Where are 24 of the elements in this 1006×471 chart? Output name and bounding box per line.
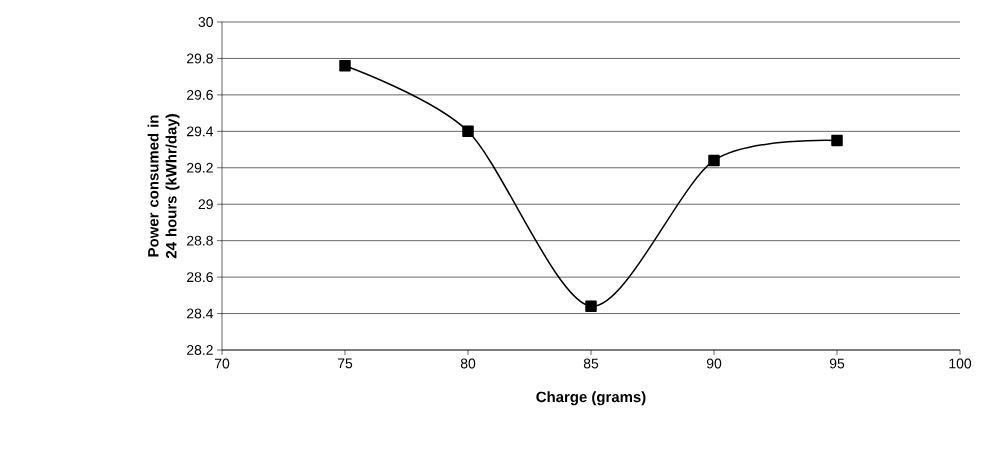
x-tick-label: 80 — [460, 358, 476, 369]
y-tick-label: 29.6 — [187, 89, 213, 100]
y-axis-title: Power consumed in 24 hours (kWhr/day) — [147, 114, 180, 259]
y-tick-label: 28.4 — [187, 308, 214, 319]
x-tick-label: 85 — [583, 358, 599, 369]
point — [708, 154, 720, 167]
y-tick-label: 28.6 — [187, 272, 213, 283]
y-tick-label: 29.8 — [187, 53, 213, 64]
y-tick-label: 28.8 — [187, 235, 213, 246]
x-tick-label: 90 — [706, 358, 722, 369]
y-tick-label: 29.4 — [187, 126, 214, 137]
y-tick-label: 29 — [198, 199, 213, 210]
y-tick-label: 30 — [198, 17, 213, 27]
x-tick-label: 75 — [337, 358, 353, 369]
y-tick-label: 29.2 — [187, 162, 213, 173]
point — [339, 59, 351, 72]
x-axis-title: Charge (grams) — [536, 391, 646, 406]
x-tick-label: 95 — [829, 358, 845, 369]
x-tick-label: 70 — [214, 358, 230, 369]
point — [585, 300, 597, 313]
point — [462, 125, 474, 138]
point — [831, 134, 843, 147]
y-tick-label: 28.2 — [187, 345, 213, 355]
x-tick-label: 100 — [949, 358, 972, 369]
